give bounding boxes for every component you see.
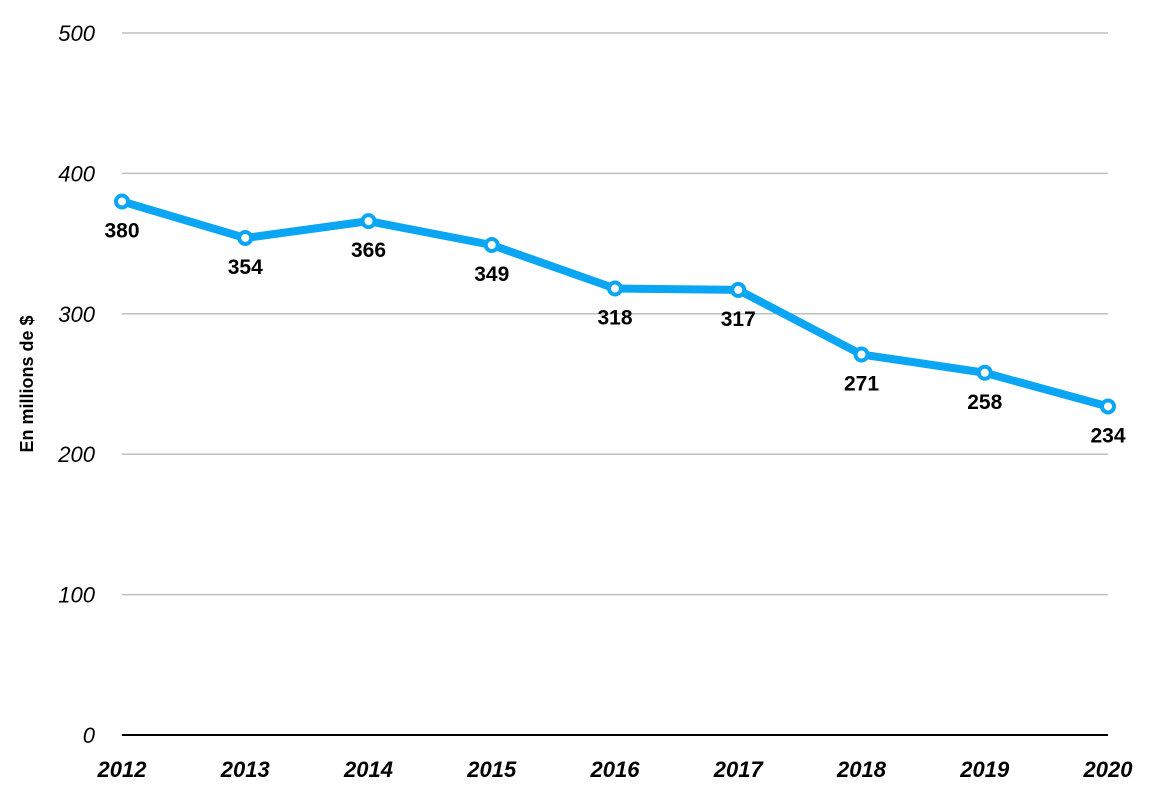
- y-tick-label: 500: [58, 21, 95, 46]
- series-line-group: [118, 197, 1112, 411]
- y-tick-labels: 0 100 200 300 400 500: [57, 21, 95, 748]
- data-label: 271: [844, 373, 879, 396]
- data-point: [237, 229, 254, 246]
- x-tick-label: 2017: [713, 757, 765, 782]
- x-tick-label: 2012: [97, 757, 148, 782]
- y-tick-label: 200: [57, 442, 95, 467]
- data-point: [730, 281, 747, 298]
- y-tick-label: 0: [83, 723, 96, 748]
- gridlines: [122, 32, 1108, 736]
- data-label: 318: [597, 307, 632, 330]
- data-point: [976, 364, 993, 381]
- data-label: 349: [474, 263, 509, 286]
- data-point: [853, 346, 870, 363]
- x-tick-label: 2020: [1083, 757, 1134, 782]
- y-axis-label: En millions de $: [17, 315, 37, 452]
- data-labels: 380 354 366 349 318 317 271 258 234: [104, 219, 1125, 447]
- series-line: [118, 197, 1112, 411]
- y-tick-label: 300: [58, 302, 95, 327]
- x-tick-label: 2014: [343, 757, 393, 782]
- data-points: [114, 193, 1116, 415]
- data-label: 380: [104, 219, 139, 242]
- y-tick-label: 400: [58, 161, 95, 186]
- data-point: [483, 237, 500, 254]
- data-label: 366: [351, 239, 386, 262]
- data-point: [360, 213, 377, 230]
- x-tick-label: 2015: [466, 757, 517, 782]
- x-tick-label: 2019: [959, 757, 1010, 782]
- y-tick-label: 100: [58, 583, 95, 608]
- x-tick-label: 2018: [836, 757, 887, 782]
- x-tick-labels: 2012 2013 2014 2015 2016 2017 2018 2019 2020: [97, 757, 1134, 782]
- data-label: 354: [228, 256, 263, 279]
- data-point: [607, 280, 623, 297]
- data-label: 317: [721, 308, 756, 331]
- data-label: 234: [1090, 424, 1125, 447]
- data-point: [114, 193, 130, 210]
- x-tick-label: 2013: [220, 757, 270, 782]
- data-point: [1100, 398, 1116, 415]
- x-tick-label: 2016: [590, 757, 641, 782]
- data-label: 258: [967, 391, 1002, 414]
